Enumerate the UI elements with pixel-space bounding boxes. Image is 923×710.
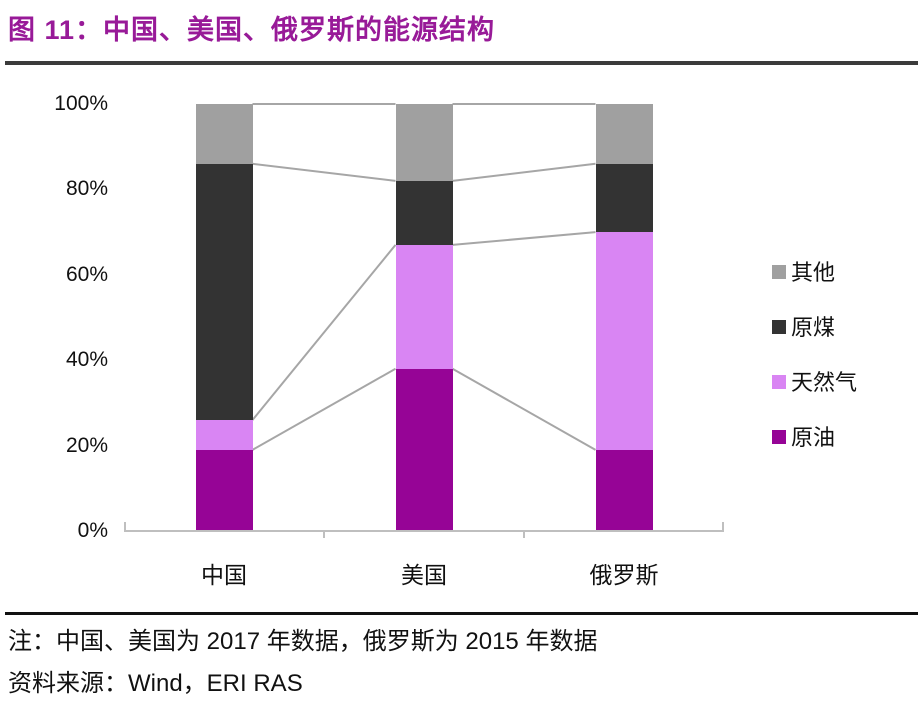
y-axis-label: 100% — [54, 92, 108, 115]
bar-segment — [395, 244, 453, 369]
x-axis-tick — [523, 531, 525, 538]
legend-swatch — [772, 320, 786, 334]
legend-swatch — [772, 375, 786, 389]
figure-source: 资料来源：Wind，ERI RAS — [8, 670, 303, 697]
legend-swatch — [772, 265, 786, 279]
bar-segment — [395, 368, 453, 531]
legend-label: 原煤 — [791, 315, 836, 340]
x-axis-label: 中国 — [201, 562, 247, 588]
legend-label: 天然气 — [791, 370, 858, 395]
y-axis-label: 60% — [65, 262, 108, 286]
legend-swatch — [772, 430, 786, 444]
bar-segment — [195, 449, 253, 531]
x-axis-label: 美国 — [401, 562, 447, 588]
y-axis-label: 0% — [77, 519, 108, 542]
y-axis-label: 40% — [65, 348, 108, 372]
legend-label: 其他 — [791, 260, 836, 285]
x-axis-line — [124, 530, 724, 532]
title-divider — [5, 61, 918, 65]
figure-title: 图 11：中国、美国、俄罗斯的能源结构 — [8, 15, 496, 45]
bar-segment — [595, 449, 653, 531]
bar-segment — [595, 232, 653, 450]
y-axis-label: 80% — [65, 177, 108, 201]
x-axis-end-tick — [124, 522, 126, 531]
legend-label: 原油 — [791, 425, 836, 450]
x-axis-label: 俄罗斯 — [589, 562, 659, 588]
y-axis-label: 20% — [65, 433, 108, 457]
connector-line — [251, 244, 397, 421]
bar-segment — [595, 104, 653, 164]
bar-segment — [195, 104, 253, 164]
x-axis-tick — [323, 531, 325, 538]
bar-segment — [395, 180, 453, 245]
bar-segment — [395, 104, 453, 181]
bar-segment — [595, 163, 653, 233]
figure-note: 注：中国、美国为 2017 年数据，俄罗斯为 2015 年数据 — [8, 628, 598, 655]
connector-line — [252, 367, 396, 451]
connector-line — [452, 231, 596, 246]
bar-segment — [195, 419, 253, 450]
bar-segment — [195, 163, 253, 420]
connector-line — [452, 162, 596, 182]
connector-line — [252, 162, 396, 182]
x-axis-end-tick — [722, 522, 724, 531]
connector-line — [452, 367, 596, 451]
footer-divider — [5, 612, 918, 615]
